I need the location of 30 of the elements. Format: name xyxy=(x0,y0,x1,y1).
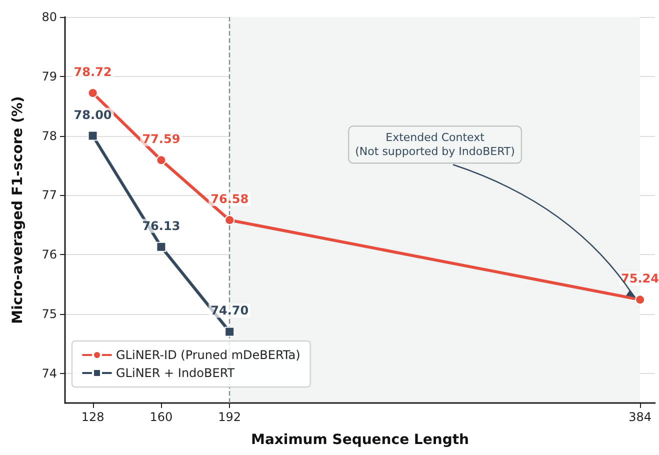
data-label: 75.24 xyxy=(621,272,659,286)
y-tick-label: 75 xyxy=(42,306,57,321)
x-tick-label: 384 xyxy=(628,410,652,424)
data-label: 78.72 xyxy=(74,65,112,80)
data-label: 76.58 xyxy=(210,192,249,206)
x-tick-label: 192 xyxy=(218,410,242,424)
data-label: 74.70 xyxy=(210,304,249,318)
x-axis-title: Maximum Sequence Length xyxy=(251,432,469,448)
data-label: 78.00 xyxy=(74,108,112,122)
data-label: 76.13 xyxy=(142,218,180,233)
legend-label: GLiNER + IndoBERT xyxy=(116,366,236,380)
point xyxy=(156,155,166,166)
annotation: Extended Context (Not supported by IndoBERT) xyxy=(355,131,515,158)
point xyxy=(88,88,98,98)
x-tick-label: 160 xyxy=(150,410,173,424)
y-tick-label: 76 xyxy=(42,248,57,262)
y-tick-label: 80 xyxy=(42,10,57,24)
point xyxy=(635,294,646,305)
point xyxy=(156,242,166,252)
x-tick-label: 128 xyxy=(81,410,104,424)
y-axis-title: Micro-averaged F1-score (%) xyxy=(10,96,26,324)
y-tick-label: 78 xyxy=(42,128,57,143)
point xyxy=(224,215,235,226)
y-tick-label: 77 xyxy=(42,188,57,202)
point xyxy=(224,326,235,337)
y-tick-label: 74 xyxy=(42,366,57,380)
data-label: 77.59 xyxy=(142,132,180,146)
point xyxy=(88,130,98,141)
legend-label: GLiNER-ID (Pruned mDeBERTa) xyxy=(116,348,300,362)
y-tick-label: 79 xyxy=(42,69,57,84)
